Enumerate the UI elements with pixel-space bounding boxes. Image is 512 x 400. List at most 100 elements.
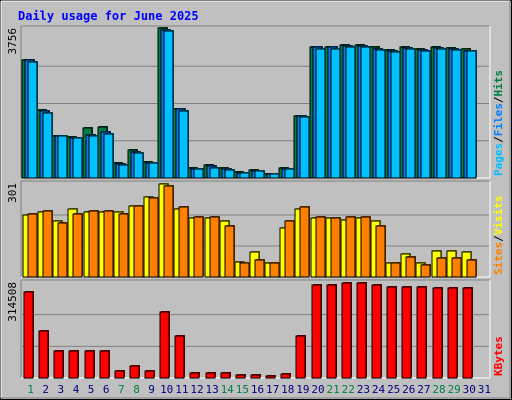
bar-sites-day-4	[72, 213, 83, 278]
bar-kbytes-day-2	[38, 330, 49, 379]
bar-sites-day-17	[269, 262, 280, 278]
legend-visits-sites: Sites/Visits	[492, 196, 505, 276]
bar-kbytes-day-9	[144, 370, 155, 379]
legend-entry-kbytes: KBytes	[492, 336, 505, 376]
bar-sites-day-28	[436, 257, 447, 278]
bar-pages-day-7	[118, 164, 129, 179]
bar-sites-day-26	[405, 256, 416, 278]
y-max-label: 301	[6, 183, 19, 203]
bar-pages-day-1	[27, 61, 38, 179]
x-tick-label: 22	[342, 383, 355, 396]
x-tick-label: 6	[103, 383, 110, 396]
x-tick-label: 30	[463, 383, 476, 396]
bar-pages-day-25	[390, 51, 401, 179]
bar-pages-day-14	[224, 169, 235, 179]
bar-kbytes-day-23	[356, 282, 367, 379]
x-tick-label: 12	[190, 383, 203, 396]
bar-kbytes-day-8	[129, 365, 140, 379]
bar-kbytes-day-10	[159, 311, 170, 379]
bar-kbytes-day-29	[447, 287, 458, 379]
x-tick-label: 29	[448, 383, 461, 396]
bar-sites-day-7	[118, 213, 129, 278]
bar-pages-day-28	[436, 48, 447, 179]
bar-kbytes-day-25	[386, 286, 397, 379]
bar-sites-day-24	[375, 225, 386, 278]
legend-entry-files: Files	[492, 103, 505, 136]
y-max-label: 314508	[6, 282, 19, 322]
bar-pages-day-5	[88, 135, 99, 179]
bar-sites-day-11	[178, 206, 189, 278]
bar-kbytes-day-6	[99, 350, 110, 379]
x-tick-label: 27	[417, 383, 430, 396]
x-tick-label: 24	[372, 383, 386, 396]
bar-sites-day-18	[284, 220, 295, 278]
bar-pages-day-15	[239, 172, 250, 179]
bar-kbytes-day-12	[189, 372, 200, 379]
y-max-label: 3756	[6, 28, 19, 55]
x-tick-label: 2	[42, 383, 49, 396]
bar-sites-day-19	[299, 206, 310, 278]
x-tick-label: 19	[296, 383, 309, 396]
legend-entry-visits: Visits	[492, 196, 505, 236]
panel-pages-files-hits: 3756 Pages/Files/Hits	[6, 25, 505, 179]
bar-pages-day-16	[254, 170, 265, 179]
bar-pages-day-24	[375, 49, 386, 179]
legend-pages-files-hits: Pages/Files/Hits	[492, 70, 505, 176]
panel-kbytes: 314508 KBytes	[6, 279, 505, 379]
x-tick-label: 13	[205, 383, 218, 396]
bar-sites-day-9	[148, 197, 159, 278]
bar-pages-day-26	[405, 48, 416, 179]
x-tick-label: 17	[266, 383, 279, 396]
bar-sites-day-6	[103, 210, 114, 278]
bar-kbytes-day-3	[53, 350, 64, 379]
x-tick-label: 20	[311, 383, 324, 396]
bar-kbytes-day-14	[220, 372, 231, 379]
chart-title: Daily usage for June 2025	[18, 9, 199, 23]
bar-kbytes-day-30	[462, 287, 473, 379]
bar-sites-day-14	[224, 225, 235, 278]
bar-kbytes-day-15	[235, 374, 246, 379]
x-tick-label: 9	[148, 383, 155, 396]
bar-pages-day-11	[178, 110, 189, 179]
bar-kbytes-day-11	[174, 335, 185, 379]
bar-sites-day-16	[254, 259, 265, 278]
legend-entry-hits: Hits	[492, 70, 505, 97]
x-tick-label: 8	[133, 383, 140, 396]
x-tick-label: 5	[88, 383, 95, 396]
bar-pages-day-20	[315, 48, 326, 179]
legend-entry-sites: Sites	[492, 242, 505, 275]
x-tick-label: 11	[175, 383, 188, 396]
bar-sites-day-8	[133, 205, 144, 278]
x-tick-label: 1	[27, 383, 34, 396]
panel-visits-sites: 301 Sites/Visits	[6, 180, 505, 278]
x-tick-label: 21	[326, 383, 339, 396]
bar-pages-day-13	[209, 167, 220, 179]
bar-kbytes-day-13	[205, 372, 216, 379]
bar-pages-day-6	[103, 133, 114, 179]
bar-sites-day-25	[390, 262, 401, 278]
x-tick-label: 10	[160, 383, 173, 396]
bar-sites-day-21	[330, 217, 341, 278]
bar-pages-day-21	[330, 48, 341, 179]
bar-kbytes-day-27	[416, 286, 427, 379]
bar-pages-day-2	[42, 112, 53, 179]
bar-pages-day-4	[72, 137, 83, 179]
x-tick-label: 18	[281, 383, 294, 396]
bar-kbytes-day-21	[326, 284, 337, 379]
x-tick-label: 14	[221, 383, 235, 396]
bar-kbytes-day-7	[114, 370, 125, 379]
bar-pages-day-18	[284, 168, 295, 179]
bar-sites-day-29	[451, 257, 462, 278]
bar-sites-day-23	[360, 216, 371, 278]
legend-kbytes: KBytes	[492, 336, 505, 376]
bar-pages-day-10	[163, 30, 174, 179]
bar-sites-day-13	[209, 216, 220, 278]
bar-kbytes-day-26	[401, 286, 412, 379]
bar-pages-day-27	[420, 50, 431, 179]
bar-kbytes-day-16	[250, 374, 261, 379]
bar-kbytes-day-28	[432, 287, 443, 379]
bar-pages-day-17	[269, 173, 280, 179]
bar-sites-day-2	[42, 210, 53, 278]
bar-pages-day-12	[193, 168, 204, 179]
x-tick-label: 4	[73, 383, 80, 396]
